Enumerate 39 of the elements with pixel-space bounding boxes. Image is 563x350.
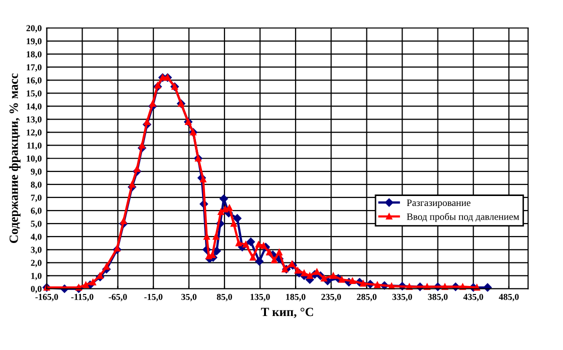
y-tick-label: 5,0 xyxy=(30,220,42,228)
y-tick-label: 12,0 xyxy=(26,129,42,137)
legend-label: Разгазирование xyxy=(406,200,470,208)
x-tick-label: -15,0 xyxy=(144,294,162,302)
y-tick-label: 10,0 xyxy=(26,156,42,163)
x-tick-label: 185,0 xyxy=(286,294,306,302)
y-tick-label: 3,0 xyxy=(30,246,42,254)
x-tick-label: -165,0 xyxy=(35,294,58,302)
x-tick-label: -65,0 xyxy=(108,294,127,302)
x-tick-label: 335,0 xyxy=(392,294,412,302)
x-tick-label: 435,0 xyxy=(463,294,484,302)
y-tick-label: 9,0 xyxy=(30,168,42,176)
y-tick-label: 20,0 xyxy=(26,25,42,33)
y-tick-label: 1,0 xyxy=(31,272,42,280)
y-tick-label: 14,0 xyxy=(26,103,42,111)
x-tick-label: 35,0 xyxy=(181,294,196,302)
y-tick-label: 4,0 xyxy=(30,234,42,242)
x-tick-label: -115,0 xyxy=(71,294,94,302)
legend-label: Ввод пробы под давлением xyxy=(406,212,520,222)
y-tick-label: 7,0 xyxy=(31,194,42,202)
y-tick-label: 6,0 xyxy=(30,208,42,216)
y-tick-label: 15,0 xyxy=(26,90,42,98)
y-tick-label: 13,0 xyxy=(26,116,42,124)
y-tick-label: 19,0 xyxy=(26,38,42,46)
x-tick-label: 285,0 xyxy=(356,294,377,302)
y-tick-label: 8,0 xyxy=(30,182,42,189)
y-tick-label: 11,0 xyxy=(27,142,42,150)
x-axis-title: T кип, °C xyxy=(261,308,314,318)
x-tick-label: 135,0 xyxy=(250,294,270,302)
y-axis-title: Содержание фракции, % масс xyxy=(9,73,21,243)
y-tick-label: 2,0 xyxy=(30,260,42,268)
x-tick-label: 85,0 xyxy=(216,294,232,302)
y-tick-label: 0,0 xyxy=(30,286,42,294)
y-tick-label: 17,0 xyxy=(26,64,42,72)
x-tick-label: 235,0 xyxy=(321,294,341,302)
y-tick-label: 18,0 xyxy=(26,51,42,59)
y-tick-label: 16,0 xyxy=(26,77,42,85)
x-tick-label: 385,0 xyxy=(428,294,448,302)
x-tick-label: 485,0 xyxy=(498,294,519,302)
